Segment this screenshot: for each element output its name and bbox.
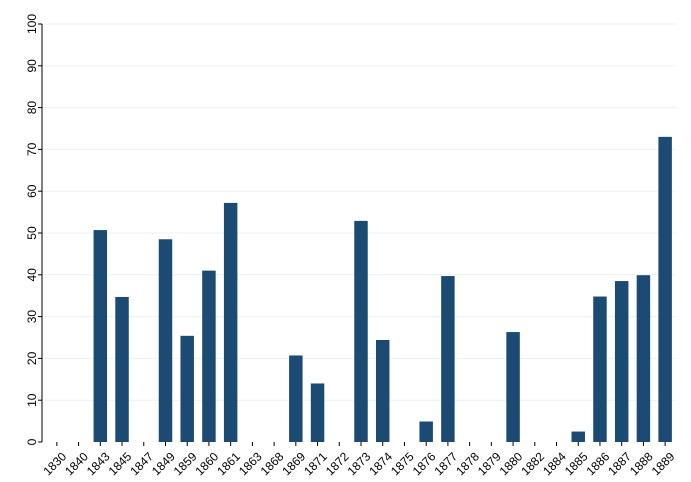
x-tick-label-1889: 1889 [649,449,678,478]
x-tick-label-1888: 1888 [627,449,656,478]
y-tick-label: 30 [25,310,39,324]
x-tick-label-1887: 1887 [605,449,634,478]
y-tick-label: 70 [25,142,39,156]
x-tick-label-1878: 1878 [453,449,482,478]
bar-1873 [354,220,368,442]
x-tick-label-1874: 1874 [366,449,395,478]
bar-1859 [180,335,194,442]
bar-1861 [223,202,238,442]
bar-1888 [636,275,651,442]
y-tick-label: 50 [25,226,39,240]
bar-1849 [158,239,173,442]
x-tick-label-1863: 1863 [236,449,265,478]
x-tick-label-1885: 1885 [562,449,591,478]
x-tick-label-1868: 1868 [258,449,287,478]
x-tick-label-1873: 1873 [345,449,374,478]
x-tick-label-1876: 1876 [410,449,439,478]
x-tick-label-1886: 1886 [584,449,613,478]
x-tick-label-1845: 1845 [106,449,135,478]
bar-1874 [375,340,390,442]
x-tick-label-1880: 1880 [497,449,526,478]
x-tick-label-1849: 1849 [149,449,178,478]
bar-1860 [202,270,216,442]
bar-1877 [441,276,455,442]
y-tick-label: 80 [25,101,39,115]
bars [93,136,672,443]
bar-1869 [289,355,303,442]
x-tick-label-1882: 1882 [518,449,547,478]
x-tick-label-1859: 1859 [171,449,200,478]
x-tick-label-1861: 1861 [214,449,243,478]
x-tick-label-1871: 1871 [301,449,330,478]
bar-1843 [93,230,108,442]
x-tick-label-1843: 1843 [84,449,113,478]
bar-1886 [593,296,607,442]
x-tick-label-1877: 1877 [431,449,460,478]
bar-1885 [571,431,585,442]
bar-1889 [658,136,672,443]
x-tick-label-1830: 1830 [40,449,69,478]
y-tick-label: 20 [25,351,39,365]
x-tick-label-1847: 1847 [127,449,156,478]
bar-1871 [310,383,325,442]
x-tick-label-1879: 1879 [475,449,504,478]
x-tick-label-1884: 1884 [540,449,569,478]
x-tick-label-1840: 1840 [62,449,91,478]
y-tick-label: 60 [25,184,39,198]
x-tick-label-1875: 1875 [388,449,417,478]
bar-1845 [115,296,129,442]
x-axis-ticks: 1830184018431845184718491859186018611863… [40,442,678,478]
y-tick-label: 0 [25,438,39,445]
y-axis-ticks: 0 10 20 30 40 50 60 70 80 90 100 [25,14,42,445]
x-tick-label-1869: 1869 [279,449,308,478]
bar-1880 [506,332,520,442]
y-tick-label: 100 [25,14,39,34]
bar-1876 [419,421,433,442]
y-tick-label: 90 [25,59,39,73]
x-tick-label-1860: 1860 [192,449,221,478]
y-tick-label: 10 [25,393,39,407]
x-tick-label-1872: 1872 [323,449,352,478]
y-tick-label: 40 [25,268,39,282]
bar-1887 [614,281,629,442]
